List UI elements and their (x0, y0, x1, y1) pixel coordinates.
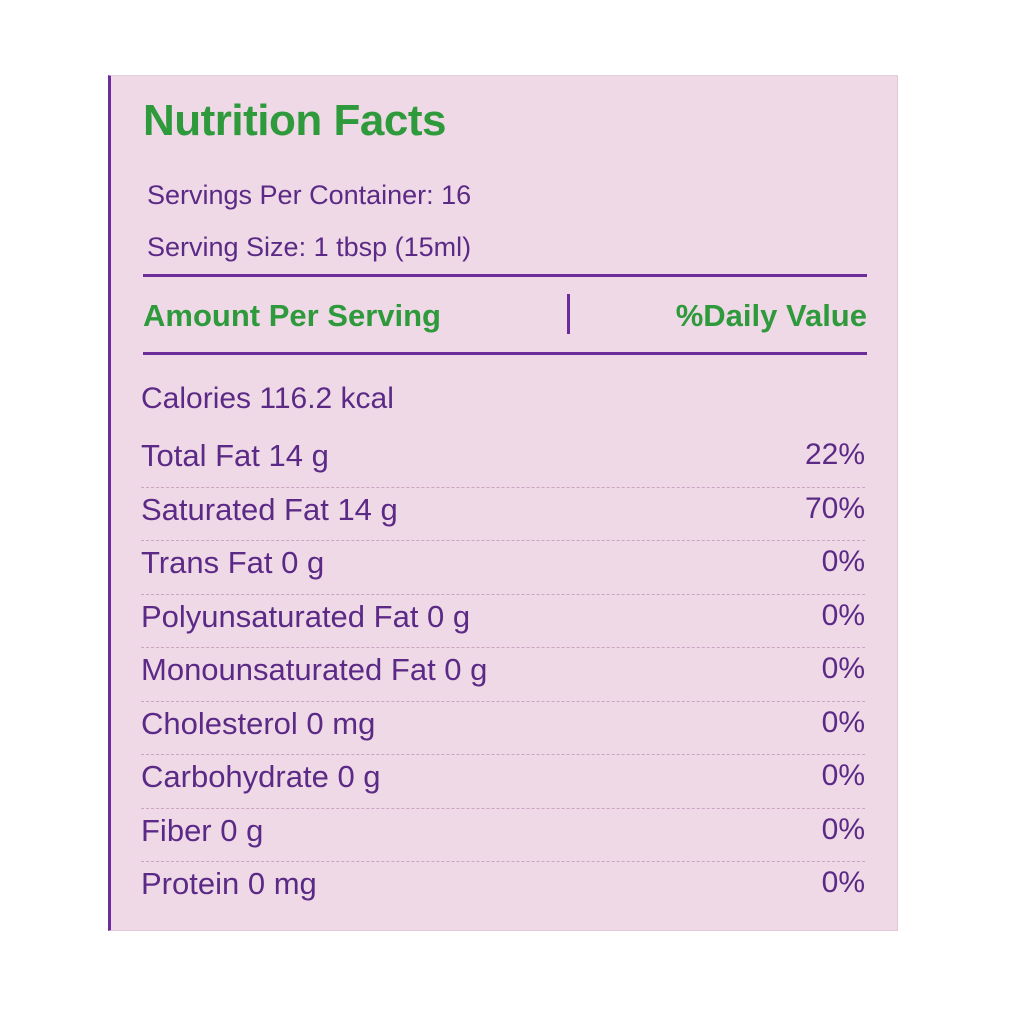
header-top-rule (143, 274, 867, 277)
nutrient-name: Cholesterol 0 mg (141, 705, 376, 741)
label-title: Nutrition Facts (143, 96, 446, 145)
daily-value-header: %Daily Value (675, 298, 867, 333)
nutrient-row: Cholesterol 0 mg 0% (141, 702, 865, 755)
nutrient-row: Total Fat 14 g 22% (141, 434, 865, 488)
header-separator (567, 294, 570, 334)
nutrient-row: Polyunsaturated Fat 0 g 0% (141, 595, 865, 648)
nutrient-name: Trans Fat 0 g (141, 545, 325, 580)
nutrient-daily-value: 0% (821, 652, 865, 685)
servings-per-container: Servings Per Container: 16 (147, 180, 472, 210)
nutrient-list: Total Fat 14 g 22% Saturated Fat 14 g 70… (141, 434, 865, 916)
nutrient-row: Fiber 0 g 0% (141, 809, 865, 862)
nutrient-daily-value: 0% (821, 866, 865, 899)
calories-line: Calories 116.2 kcal (141, 382, 394, 415)
nutrient-name: Total Fat 14 g (141, 438, 329, 473)
nutrient-daily-value: 0% (821, 812, 865, 846)
nutrient-name: Carbohydrate 0 g (141, 759, 381, 794)
nutrient-name: Saturated Fat 14 g (141, 491, 398, 527)
amount-per-serving-header: Amount Per Serving (143, 298, 441, 333)
nutrition-label: Nutrition Facts Servings Per Container: … (108, 75, 898, 931)
nutrient-row: Trans Fat 0 g 0% (141, 541, 865, 595)
nutrient-name: Fiber 0 g (141, 812, 264, 848)
nutrient-daily-value: 22% (804, 438, 865, 471)
serving-size: Serving Size: 1 tbsp (15ml) (147, 232, 472, 262)
nutrient-row: Monounsaturated Fat 0 g 0% (141, 648, 865, 702)
nutrient-daily-value: 0% (821, 759, 865, 792)
nutrient-name: Protein 0 mg (141, 866, 317, 901)
nutrient-daily-value: 0% (821, 598, 865, 632)
nutrient-name: Polyunsaturated Fat 0 g (141, 598, 471, 634)
nutrient-row: Saturated Fat 14 g 70% (141, 488, 865, 541)
nutrient-row: Protein 0 mg 0% (141, 862, 865, 916)
nutrient-daily-value: 70% (804, 491, 865, 525)
nutrient-daily-value: 0% (821, 705, 865, 739)
nutrient-name: Monounsaturated Fat 0 g (141, 652, 488, 687)
nutrient-row: Carbohydrate 0 g 0% (141, 755, 865, 809)
header-bottom-rule (143, 352, 867, 355)
nutrient-daily-value: 0% (821, 545, 865, 578)
